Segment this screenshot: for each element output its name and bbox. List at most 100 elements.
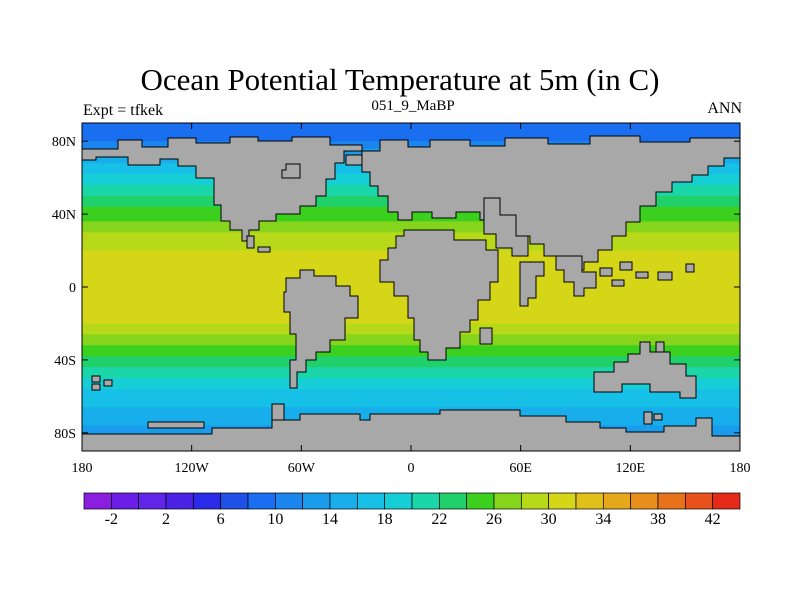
ocean-band: [82, 356, 740, 361]
y-tick-label: 40N: [52, 208, 76, 223]
ocean-band: [82, 407, 740, 412]
ocean-band: [82, 130, 740, 135]
axis-ticks: 180 120W 60W 0 60E 120E 180 80N 40N 0 40S 80S: [52, 123, 751, 476]
ocean-band: [82, 141, 740, 146]
season-label: ANN: [707, 100, 742, 117]
colorbar-label: 14: [322, 511, 338, 528]
colorbar-bin: [165, 492, 194, 510]
colorbar-bin: [520, 492, 550, 510]
colorbar-label: 34: [595, 511, 611, 528]
ocean-band: [82, 225, 740, 230]
ocean-band: [82, 367, 740, 372]
y-tick-label: 0: [69, 281, 76, 296]
ocean-band: [82, 330, 740, 335]
colorbar-bin: [83, 492, 112, 510]
colorbar-label: 30: [541, 511, 557, 528]
colorbar-label: 26: [486, 511, 502, 528]
x-tick-label: 180: [730, 461, 751, 476]
ocean-band: [82, 392, 740, 397]
landmass-madagascar: [479, 327, 493, 345]
ocean-band: [82, 378, 740, 383]
ocean-band: [82, 359, 740, 365]
colorbar-bin: [329, 492, 358, 510]
ocean-band: [82, 370, 740, 376]
colorbar-label: 38: [650, 511, 666, 528]
ocean-band: [82, 363, 740, 368]
colorbar-bin: [548, 492, 577, 510]
ocean-band: [82, 334, 740, 339]
colorbar-bin: [438, 492, 468, 510]
ocean-band: [82, 385, 740, 390]
landmass-antarctica: [82, 409, 740, 451]
landmass-greenland-island: [345, 154, 363, 166]
colorbar: -2 2 6 10 14 18 22 26 30 34 38 42: [83, 492, 741, 528]
chart-title: Ocean Potential Temperature at 5m (in C): [140, 62, 660, 97]
colorbar-label: 22: [431, 511, 447, 528]
ocean-band: [82, 345, 740, 350]
colorbar-bin: [138, 492, 167, 510]
ocean-band: [82, 221, 740, 226]
ocean-band: [82, 137, 740, 142]
ocean-band: [82, 327, 740, 332]
x-tick-label: 60W: [288, 461, 316, 476]
colorbar-bin: [220, 492, 249, 510]
ocean-band: [82, 338, 740, 343]
x-tick-label: 120W: [175, 461, 210, 476]
land-mask: [82, 135, 740, 451]
y-tick-label: 80N: [52, 135, 76, 150]
y-tick-label: 40S: [54, 354, 76, 369]
colorbar-bin: [192, 492, 222, 510]
colorbar-label: 10: [267, 511, 283, 528]
landmass-indochina: [555, 255, 597, 297]
ocean-band: [82, 396, 740, 401]
x-tick-label: 60E: [509, 461, 532, 476]
landmass-caribbean: [246, 235, 271, 253]
landmass-india: [519, 261, 545, 307]
ocean-band: [82, 381, 740, 386]
period-label: 051_9_MaBP: [371, 98, 455, 114]
colorbar-bin: [110, 492, 140, 510]
landmass-africa: [379, 229, 499, 361]
colorbar-bin: [630, 492, 659, 510]
colorbar-bin: [247, 492, 276, 510]
colorbar-bin: [384, 492, 413, 510]
colorbar-label: 18: [377, 511, 393, 528]
ocean-band: [82, 389, 740, 394]
colorbar-bin: [274, 492, 304, 510]
colorbar-bin: [684, 492, 714, 510]
colorbar-label: -2: [105, 511, 118, 528]
colorbar-bin: [466, 492, 495, 510]
colorbar-label: 2: [162, 511, 170, 528]
ocean-band: [82, 399, 740, 405]
y-tick-label: 80S: [54, 427, 76, 442]
colorbar-label: 6: [217, 511, 225, 528]
landmass-eurasia: [361, 135, 740, 271]
ocean-band: [82, 352, 740, 357]
x-tick-label: 180: [72, 461, 93, 476]
ocean-band: [82, 374, 740, 379]
ocean-band: [82, 403, 740, 408]
colorbar-bin: [411, 492, 440, 510]
ocean-band: [82, 133, 740, 139]
landmass-australia: [593, 341, 697, 399]
ocean-band: [82, 323, 740, 328]
colorbar-bin: [657, 492, 686, 510]
landmass-islands: [599, 261, 695, 353]
landmass-south-america: [283, 269, 359, 389]
ocean-band: [82, 319, 740, 325]
x-tick-label: 120E: [616, 461, 646, 476]
landmass-arctic-islands: [281, 163, 301, 179]
colorbar-bin: [493, 492, 522, 510]
ocean-band: [82, 348, 740, 354]
ocean-band: [82, 410, 740, 416]
x-tick-label: 0: [408, 461, 415, 476]
landmass-arabia: [483, 197, 529, 257]
experiment-label: Expt = tfkek: [83, 102, 164, 119]
colorbar-bin: [356, 492, 386, 510]
landmass-north-america: [82, 136, 363, 242]
landmass-tasmania: [643, 411, 663, 425]
colorbar-bin: [602, 492, 632, 510]
colorbar-bin: [575, 492, 604, 510]
ocean-band: [82, 341, 740, 346]
